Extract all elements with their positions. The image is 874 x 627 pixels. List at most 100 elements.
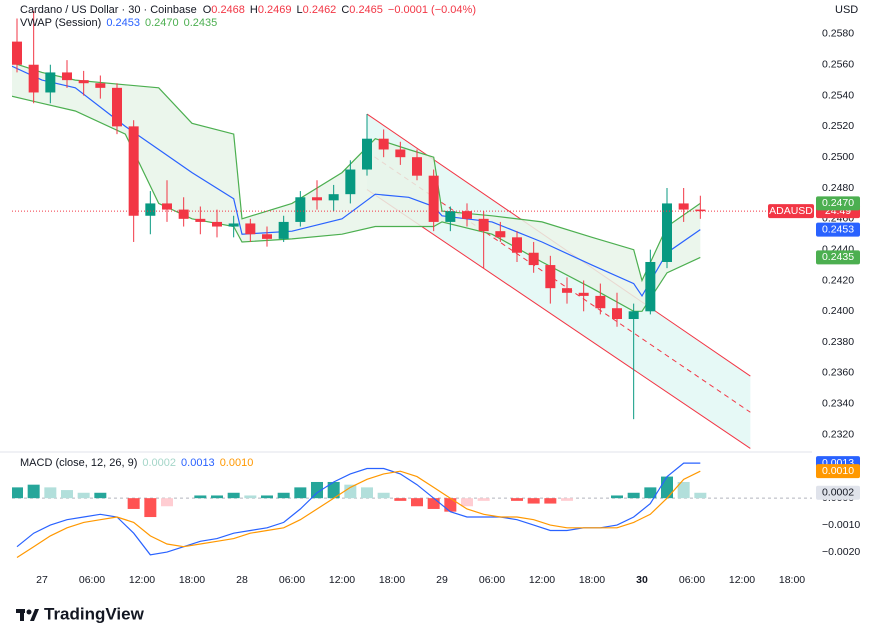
series-line — [12, 62, 701, 283]
y-tick-label: −0.0010 — [822, 519, 860, 531]
histogram-bar — [694, 492, 707, 499]
y-tick-label: −0.0020 — [822, 546, 860, 558]
price-tag-symbol: ADAUSD — [769, 205, 813, 217]
x-tick-label: 18:00 — [579, 574, 605, 586]
candle-body — [228, 223, 239, 227]
candle-body — [62, 72, 72, 81]
histogram-bar — [244, 495, 257, 499]
candle-body — [312, 197, 322, 201]
histogram-bar — [377, 492, 390, 499]
last-value-label-box — [816, 196, 860, 211]
candle-body — [395, 149, 406, 158]
macd-value: 0.0002 — [142, 457, 176, 469]
price-change: −0.0001 (−0.04%) — [388, 4, 476, 16]
candle-body — [145, 203, 156, 216]
last-value-label-box — [816, 485, 860, 500]
macd-legend: MACD (close, 12, 26, 9) 0.0002 0.0013 0.001… — [20, 457, 253, 469]
histogram-bar — [161, 498, 173, 507]
candle-body — [362, 138, 372, 170]
candle-body — [278, 221, 289, 239]
candle-body — [212, 221, 222, 227]
x-tick-label: 18:00 — [379, 574, 405, 586]
legend-header: Cardano / US Dollar · 30 · Coinbase O0.24… — [20, 4, 476, 16]
candle-body — [28, 64, 39, 93]
candle-body — [12, 41, 22, 65]
last-value-label: 0.2453 — [822, 223, 854, 235]
histogram-bar — [327, 481, 340, 499]
candle-body — [595, 295, 606, 309]
x-tick-label: 27 — [36, 574, 48, 586]
candle-body — [428, 175, 439, 222]
histogram-bar — [661, 476, 673, 499]
candle-body — [695, 209, 706, 212]
ohlc-value: 0.2469 — [258, 4, 292, 16]
candle-body — [612, 308, 622, 320]
candle-body — [495, 231, 506, 238]
histogram-bar — [144, 498, 157, 518]
histogram-bar — [311, 481, 323, 499]
candle-body — [112, 87, 122, 127]
last-value-label-box — [816, 222, 860, 237]
histogram-bar — [527, 498, 540, 504]
histogram-bar — [27, 484, 40, 499]
candle-body — [328, 194, 339, 201]
histogram-bar — [344, 484, 357, 499]
candle-body — [628, 311, 639, 320]
histogram-bar — [611, 495, 623, 499]
indicator-legend: VWAP (Session) 0.2453 0.2470 0.2435 — [20, 17, 217, 29]
candle-body — [662, 203, 672, 262]
candle-body — [345, 169, 356, 195]
histogram-bar — [411, 498, 423, 507]
histogram-bar — [12, 487, 23, 499]
ohlc-key: O — [203, 4, 212, 16]
candle-body — [45, 72, 56, 93]
brand: TradingView — [44, 604, 145, 623]
candle-body — [528, 252, 539, 266]
histogram-bar — [544, 498, 557, 504]
y-tick-label: 0.2320 — [822, 428, 854, 440]
x-tick-label: 12:00 — [729, 574, 755, 586]
indicator-value: 0.2435 — [184, 17, 218, 29]
candle-body — [478, 218, 489, 232]
y-tick-label: 0.2540 — [822, 89, 854, 101]
last-value-label: 0.0010 — [822, 465, 854, 477]
series-line — [16, 470, 701, 559]
indicator-value: 0.2470 — [145, 17, 179, 29]
histogram-bar — [477, 498, 490, 501]
last-value-label-box — [816, 464, 860, 479]
histogram-bar — [644, 487, 657, 499]
candle-body — [262, 234, 272, 239]
candle-body — [78, 80, 89, 84]
y-tick-label: 0.2420 — [822, 274, 854, 286]
indicator-name: VWAP (Session) — [20, 17, 101, 29]
channel-lower — [366, 189, 751, 449]
histogram-bar — [77, 492, 90, 499]
x-tick-label: 28 — [236, 574, 248, 586]
candle-body — [678, 203, 689, 210]
ohlc-value: 0.2462 — [303, 4, 337, 16]
last-value-label: 0.2435 — [822, 251, 854, 263]
x-tick-label: 29 — [436, 574, 448, 586]
vwap-band-fill — [12, 62, 701, 312]
y-tick-label: 0.2340 — [822, 398, 854, 410]
macd-value: 0.0010 — [220, 457, 254, 469]
candle-body — [545, 265, 556, 289]
candle-body — [245, 223, 256, 235]
last-value-label: 0.0002 — [822, 487, 854, 499]
x-tick-label: 06:00 — [79, 574, 105, 586]
ohlc-key: C — [341, 4, 349, 16]
x-tick-label: 06:00 — [279, 574, 305, 586]
candle-body — [512, 237, 522, 253]
y-tick-label: 0.2400 — [822, 305, 854, 317]
x-tick-label: 18:00 — [179, 574, 205, 586]
histogram-bar — [261, 495, 273, 499]
ohlc-value: 0.2468 — [211, 4, 245, 16]
histogram-bar — [511, 498, 523, 501]
candle-body — [128, 126, 139, 216]
histogram-bar — [444, 498, 457, 512]
y-tick-label: 0.2560 — [822, 59, 854, 71]
candle-body — [178, 209, 189, 219]
histogram-bar — [211, 495, 223, 499]
histogram-bar — [394, 498, 407, 501]
